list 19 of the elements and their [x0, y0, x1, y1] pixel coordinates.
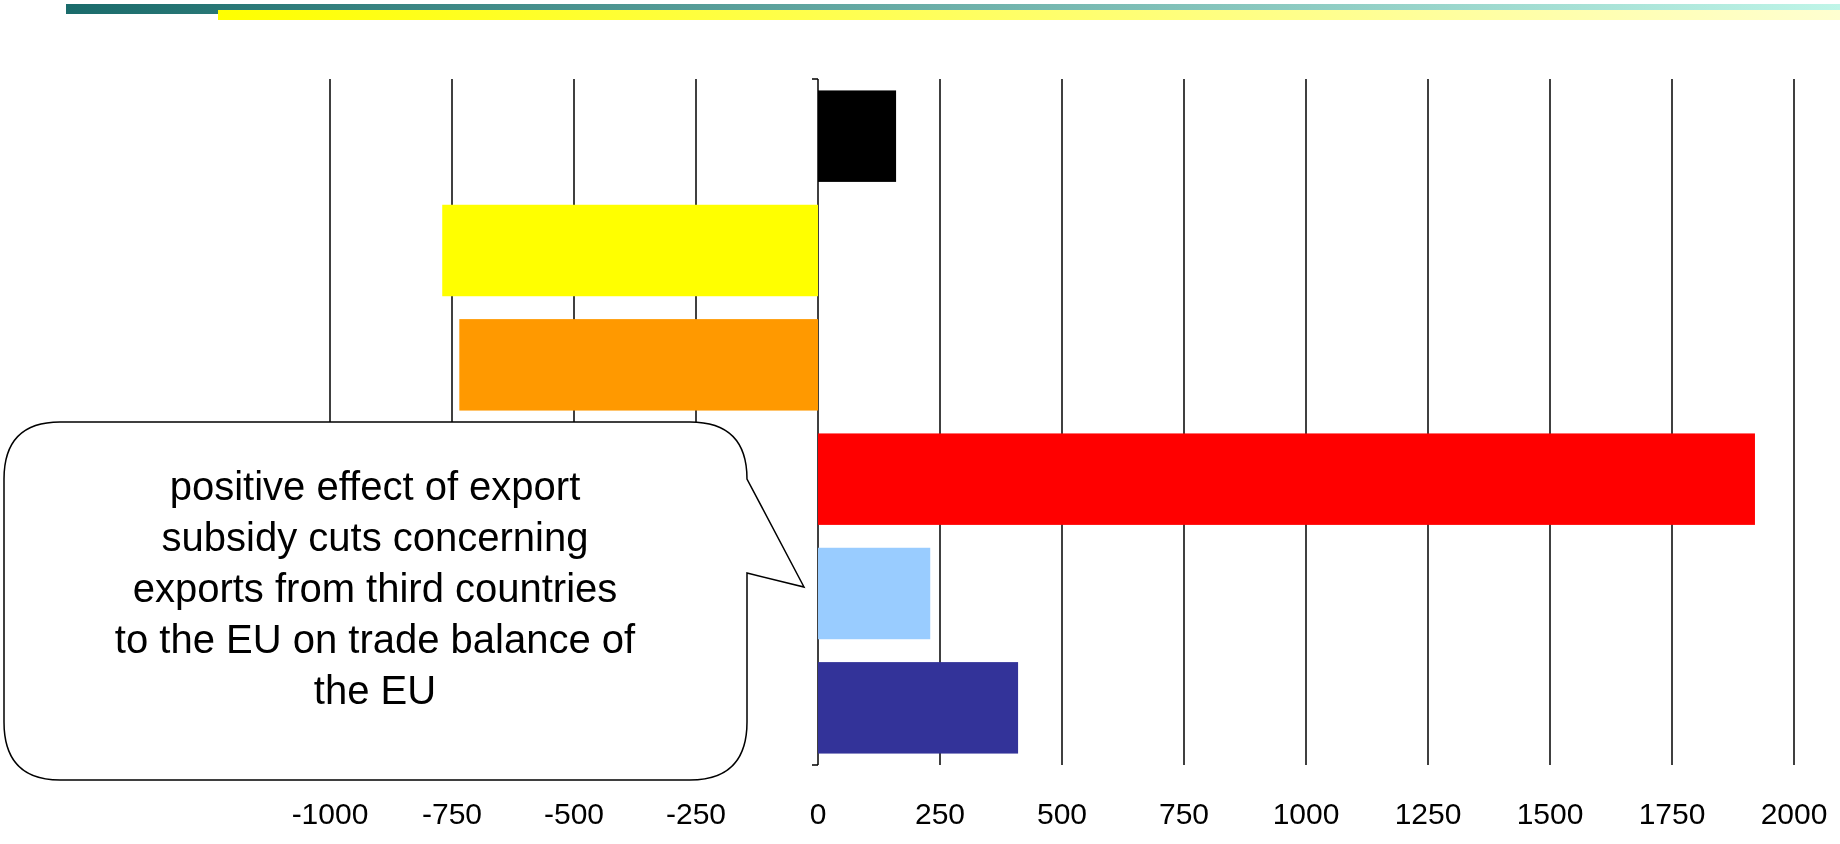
x-tick-label: -750 [421, 797, 483, 830]
x-tick-label: 750 [1158, 797, 1210, 830]
bar [459, 319, 818, 411]
x-tick-label: -250 [665, 797, 727, 830]
bar [818, 547, 931, 640]
x-tick-label: 1750 [1638, 797, 1706, 830]
x-tick-label: -1000 [291, 797, 369, 830]
x-tick-label: 250 [914, 797, 966, 830]
x-tick-label: 0 [809, 797, 827, 830]
bar [818, 433, 1755, 525]
bar [818, 662, 1019, 754]
x-tick-label: 1500 [1516, 797, 1584, 830]
x-tick-label: -500 [543, 797, 605, 830]
bar [442, 204, 818, 297]
x-tick-label: 500 [1036, 797, 1088, 830]
annotation: positive effect of export subsidy cuts concerning exports from third countries to the EU on trade balance of the EU [114, 464, 637, 712]
x-tick-label: 2000 [1760, 797, 1828, 830]
x-tick-label: 1250 [1394, 797, 1462, 830]
x-tick-label: 1000 [1272, 797, 1340, 830]
